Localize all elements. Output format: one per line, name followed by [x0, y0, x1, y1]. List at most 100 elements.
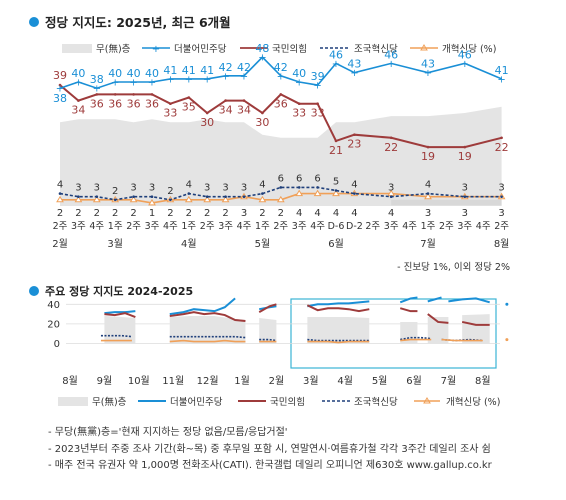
marker-dem: + [148, 78, 156, 89]
data-label-dem: 40 [145, 67, 159, 80]
marker-rebuild [132, 195, 135, 198]
data-label-ppp: 36 [108, 97, 122, 110]
data-label-reform: 2 [167, 208, 173, 219]
data-label-reform: 2 [259, 208, 265, 219]
yearly-trend-chart: 주요 정당 지지도 2024-2025 0 20 40 8월 9월 10월 11월 12월 1… [29, 284, 509, 408]
data-label-dem: 41 [163, 64, 177, 77]
recent-six-month-chart: 정당 지지도: 2025년, 최근 6개월 무(無)층 + 더불어민주당 국민의… [29, 15, 510, 273]
marker-reform [92, 195, 101, 203]
x-tick-label: 4주 [163, 221, 178, 232]
x-tick-label: 4주 [89, 221, 104, 232]
legend-marker-dem: + [152, 44, 160, 55]
data-label-rebuild: 3 [388, 183, 394, 194]
data-label-reform: 2 [130, 208, 136, 219]
x-tick-label: 3주 [457, 221, 472, 232]
y-tick-label: 20 [47, 319, 60, 330]
footnote-item: - 2023년부터 주중 조사 기간(화~목) 중 후무일 포함 시, 연말연시… [48, 443, 491, 455]
y-tick-label: 40 [47, 300, 60, 311]
data-label-reform: 2 [186, 208, 192, 219]
marker-ppp [463, 145, 467, 149]
series-line-reform [400, 338, 432, 342]
legend-swatch-none [62, 44, 92, 53]
data-label-rebuild: 3 [462, 183, 468, 194]
marker-rebuild [297, 186, 301, 189]
marker-ppp [353, 133, 356, 136]
marker-ppp [242, 99, 246, 102]
marker-dem: + [129, 78, 137, 89]
data-label-rebuild: 4 [425, 180, 431, 191]
data-label-ppp: 33 [163, 107, 177, 120]
data-label-ppp: 34 [71, 104, 85, 117]
data-label-ppp: 30 [255, 116, 269, 129]
data-label-reform: 1 [149, 208, 155, 219]
marker-dem: + [497, 74, 505, 85]
x-month-label: 6월 [406, 375, 422, 387]
data-label-rebuild: 3 [75, 183, 81, 194]
x-month-label: 1월 [234, 375, 250, 387]
data-label-dem: 40 [108, 67, 122, 80]
data-label-ppp: 30 [200, 116, 214, 129]
data-label-dem: 40 [127, 67, 141, 80]
x-tick-label: 1주 [181, 221, 196, 232]
data-label-ppp: 36 [127, 97, 141, 110]
x-tick-label: 4주 [476, 221, 491, 232]
marker-dem: + [203, 74, 211, 85]
series-line-rebuild [400, 336, 432, 341]
marker-rebuild [261, 192, 264, 195]
legend-label-none: 무(無)층 [96, 43, 131, 55]
marker-rebuild [77, 195, 80, 198]
data-label-reform: 3 [462, 208, 468, 219]
data-label-rebuild: 3 [130, 183, 136, 194]
marker-dem: + [295, 78, 303, 89]
data-label-reform: 3 [498, 208, 504, 219]
marker-rebuild [113, 198, 117, 202]
x-month-label: 3월 [107, 238, 123, 250]
data-label-rebuild: 4 [186, 180, 192, 191]
legend-swatch-none [58, 397, 88, 406]
data-label-reform: 4 [314, 208, 320, 219]
marker-rebuild [353, 192, 356, 195]
chart-title: 주요 정당 지지도 2024-2025 [45, 284, 193, 298]
marker-dem: + [185, 74, 193, 85]
series-line-dem [307, 300, 370, 308]
series-line-ppp [427, 313, 449, 324]
marker-rebuild [242, 195, 246, 198]
x-month-label: 8월 [494, 238, 510, 250]
data-label-reform: 2 [112, 208, 118, 219]
x-tick-label: 2주 [126, 221, 141, 232]
data-label-ppp: 21 [329, 144, 343, 157]
series-line-ppp [461, 320, 490, 326]
data-label-rebuild: 3 [94, 183, 100, 194]
x-tick-label: 3주 [71, 221, 86, 232]
marker-dem: + [461, 59, 469, 70]
legend-label-rebuild: 조국혁신당 [354, 397, 398, 408]
marker-rebuild [334, 189, 338, 192]
series-line-reform [307, 340, 370, 344]
data-label-reform: 4 [333, 208, 339, 219]
series-line-ppp [399, 307, 418, 313]
marker-ppp [316, 102, 319, 105]
x-tick-label: 3주 [145, 221, 160, 232]
footnote-item: - 매주 전국 유권자 약 1,000명 전화조사(CATI). 한국갤럽 데일… [48, 460, 492, 471]
x-month-label: 2월 [269, 375, 285, 387]
data-label-dem: 38 [53, 92, 67, 105]
marker-ppp [279, 93, 283, 96]
data-label-reform: 4 [351, 208, 357, 219]
data-label-rebuild: 4 [351, 180, 357, 191]
x-tick-label: 1주 [421, 221, 436, 232]
marker-reform [295, 189, 304, 197]
data-label-dem: 46 [329, 48, 343, 61]
data-label-rebuild: 4 [259, 180, 265, 191]
marker-reform [221, 195, 230, 203]
marker-ppp [150, 93, 154, 96]
marker-reform [184, 195, 193, 203]
data-label-rebuild: 6 [314, 173, 320, 184]
series-line-dem [427, 296, 442, 303]
x-month-label: 5월 [255, 238, 271, 250]
legend-label-ppp: 국민의힘 [272, 44, 307, 55]
legend-label-dem: 더불어민주당 [170, 397, 223, 408]
series-line-ppp [258, 303, 277, 314]
x-tick-label: D-6 [328, 221, 345, 232]
marker-rebuild [95, 195, 99, 198]
series-line-dem [104, 310, 136, 315]
